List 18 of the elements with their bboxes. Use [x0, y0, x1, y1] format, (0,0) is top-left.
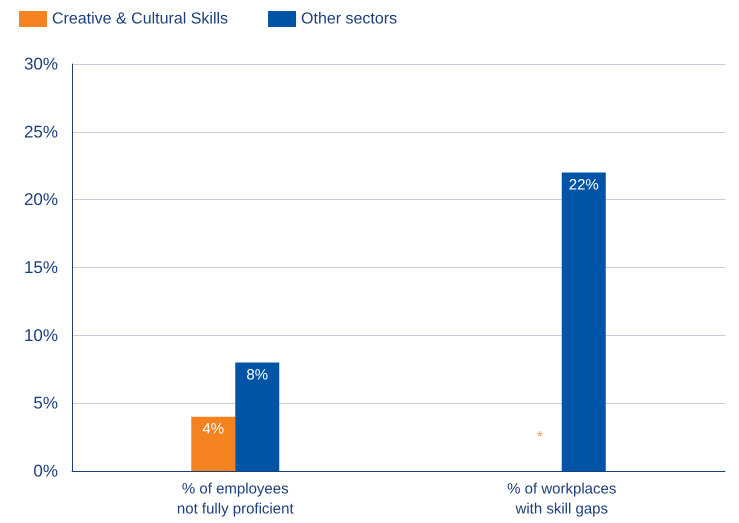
y-tick-label: 10%	[24, 326, 58, 345]
bar	[191, 416, 236, 471]
y-tick-label: 15%	[24, 258, 58, 277]
y-tick-label: 30%	[24, 54, 58, 74]
y-tick-label: 0%	[33, 462, 58, 480]
data-label: 8%	[246, 366, 268, 384]
bar	[235, 362, 280, 471]
y-tick-label: 5%	[33, 394, 58, 413]
bar	[562, 172, 606, 471]
legend-label: Creative & Cultural Skills	[52, 10, 228, 28]
annotation: *	[536, 428, 543, 446]
x-tick-label: % of employees not fully proficient	[176, 480, 294, 518]
legend-label: Other sectors	[301, 10, 398, 28]
data-label: 4%	[202, 420, 224, 438]
y-tick-label: 25%	[24, 122, 58, 142]
y-tick-label: 20%	[24, 190, 58, 210]
data-label: 22%	[568, 176, 599, 194]
x-tick-label: % of workplaces with skill gaps	[507, 480, 616, 518]
